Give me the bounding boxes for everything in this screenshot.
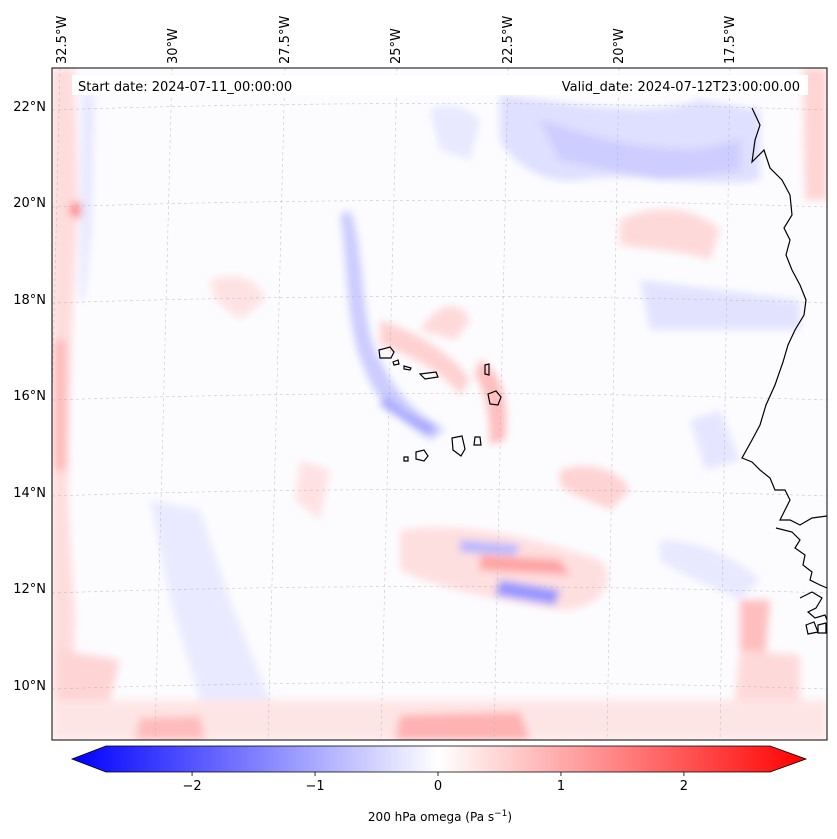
colorbar-ticks: −2 −1 0 1 2 bbox=[182, 772, 688, 794]
lat-label: 20°N bbox=[13, 196, 46, 211]
cape-verde-islands bbox=[378, 346, 502, 462]
colorbar-tick-label: 1 bbox=[557, 779, 565, 794]
lon-label: 27.5°W bbox=[278, 16, 293, 64]
colorbar-tick-label: −1 bbox=[305, 779, 324, 794]
colorbar-tick-label: −2 bbox=[182, 779, 201, 794]
lat-label: 10°N bbox=[13, 679, 46, 694]
lat-label: 22°N bbox=[13, 100, 46, 115]
lon-label: 22.5°W bbox=[501, 16, 516, 64]
latitude-labels: 22°N 20°N 18°N 16°N 14°N 12°N 10°N bbox=[13, 100, 46, 694]
lon-label: 17.5°W bbox=[723, 16, 738, 64]
start-date-label: Start date: 2024-07-11_00:00:00 bbox=[78, 80, 292, 95]
lon-label: 25°W bbox=[389, 28, 404, 64]
lon-label: 30°W bbox=[166, 28, 181, 64]
longitude-labels: 32.5°W 30°W 27.5°W 25°W 22.5°W 20°W 17.5… bbox=[55, 16, 738, 64]
lat-label: 14°N bbox=[13, 486, 46, 501]
graticule bbox=[52, 68, 827, 740]
colorbar: −2 −1 0 1 2 200 hPa omega (Pa s−1) bbox=[70, 745, 808, 824]
colorbar-tick-label: 0 bbox=[434, 779, 442, 794]
colorbar-label: 200 hPa omega (Pa s−1) bbox=[368, 809, 512, 824]
colorbar-tick-label: 2 bbox=[680, 779, 688, 794]
lat-label: 16°N bbox=[13, 389, 46, 404]
colorbar-scale bbox=[70, 745, 808, 773]
lat-label: 12°N bbox=[13, 582, 46, 597]
date-banner bbox=[72, 75, 808, 95]
lon-label: 32.5°W bbox=[55, 16, 70, 64]
lon-label: 20°W bbox=[612, 28, 627, 64]
map-panel: Start date: 2024-07-11_00:00:00 Valid_da… bbox=[51, 67, 828, 741]
lat-label: 18°N bbox=[13, 293, 46, 308]
valid-date-label: Valid_date: 2024-07-12T23:00:00.00 bbox=[562, 80, 800, 95]
omega-field bbox=[52, 68, 827, 740]
map-frame bbox=[51, 67, 828, 741]
coastline bbox=[741, 107, 827, 635]
